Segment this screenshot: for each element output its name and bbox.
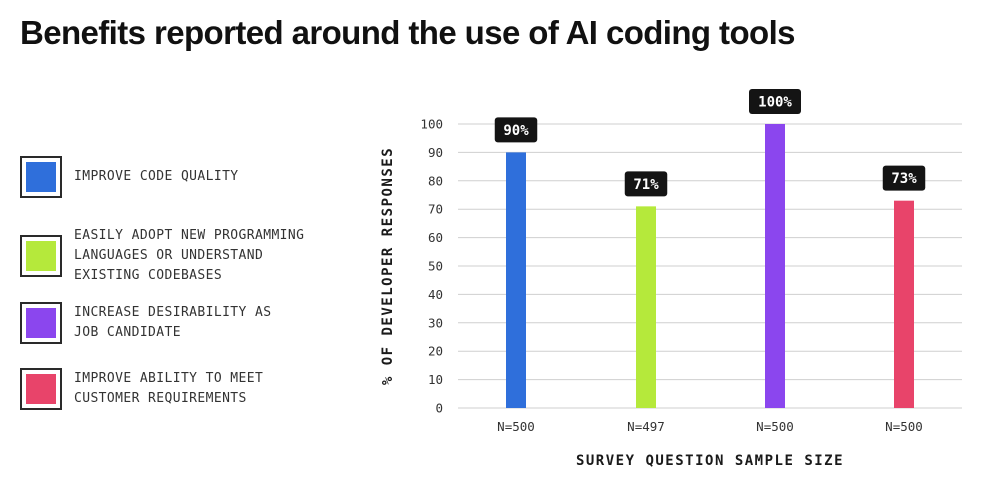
data-label-box <box>624 171 668 197</box>
y-tick-label: 90 <box>428 145 443 160</box>
x-tick-label: N=500 <box>885 419 923 434</box>
y-tick-label: 80 <box>428 173 443 188</box>
legend-swatch-pink <box>26 374 56 404</box>
y-tick-label: 10 <box>428 372 443 387</box>
y-tick-label: 30 <box>428 315 443 330</box>
y-tick-label: 20 <box>428 344 443 359</box>
x-tick-label: N=497 <box>627 419 665 434</box>
x-tick-label: N=500 <box>756 419 794 434</box>
chart-title: Benefits reported around the use of AI c… <box>20 14 795 51</box>
bars <box>506 124 914 408</box>
legend-swatch-green <box>26 241 56 271</box>
y-tick-label: 50 <box>428 259 443 274</box>
legend-item-job-candidate: INCREASE DESIRABILITY AS JOB CANDIDATE <box>20 302 271 344</box>
data-labels: 90% 71% 100% 73% <box>494 89 926 197</box>
y-tick-label: 70 <box>428 202 443 217</box>
data-label: 100% <box>758 95 792 111</box>
legend-item-new-languages: EASILY ADOPT NEW PROGRAMMING LANGUAGES O… <box>20 226 304 286</box>
x-tick-label: N=500 <box>497 419 535 434</box>
bar <box>894 200 914 408</box>
data-label: 71% <box>633 177 659 193</box>
data-label: 90% <box>503 123 529 139</box>
y-tick-label: 100 <box>420 117 443 132</box>
legend-label: INCREASE DESIRABILITY AS JOB CANDIDATE <box>74 305 272 340</box>
y-axis-label: % OF DEVELOPER RESPONSES <box>380 147 396 385</box>
legend-item-code-quality: IMPROVE CODE QUALITY <box>20 156 239 198</box>
legend-swatch-purple <box>26 308 56 338</box>
grid-lines <box>458 123 962 409</box>
y-tick-label: 40 <box>428 287 443 302</box>
legend-swatch-frame <box>20 235 62 277</box>
legend-swatch-blue <box>26 162 56 192</box>
bar <box>506 152 526 408</box>
data-label-box <box>749 89 801 114</box>
y-tick-labels: 0 10 20 30 40 50 60 70 80 90 100 <box>420 117 443 416</box>
y-tick-label: 0 <box>435 401 443 416</box>
bar <box>765 124 785 408</box>
legend-label: EASILY ADOPT NEW PROGRAMMING LANGUAGES O… <box>74 228 305 283</box>
legend-label: IMPROVE CODE QUALITY <box>74 169 239 184</box>
legend-label: IMPROVE ABILITY TO MEET CUSTOMER REQUIRE… <box>74 371 264 406</box>
data-label-box <box>882 165 926 191</box>
x-axis-label: SURVEY QUESTION SAMPLE SIZE <box>576 453 844 469</box>
legend-swatch-frame <box>20 302 62 344</box>
legend-swatch-frame <box>20 368 62 410</box>
data-label: 73% <box>891 171 917 187</box>
data-label-box <box>494 117 538 143</box>
bar <box>636 206 656 408</box>
y-tick-label: 60 <box>428 230 443 245</box>
x-tick-labels: N=500 N=497 N=500 N=500 <box>497 419 923 434</box>
legend-item-customer-requirements: IMPROVE ABILITY TO MEET CUSTOMER REQUIRE… <box>20 368 263 410</box>
legend-swatch-frame <box>20 156 62 198</box>
